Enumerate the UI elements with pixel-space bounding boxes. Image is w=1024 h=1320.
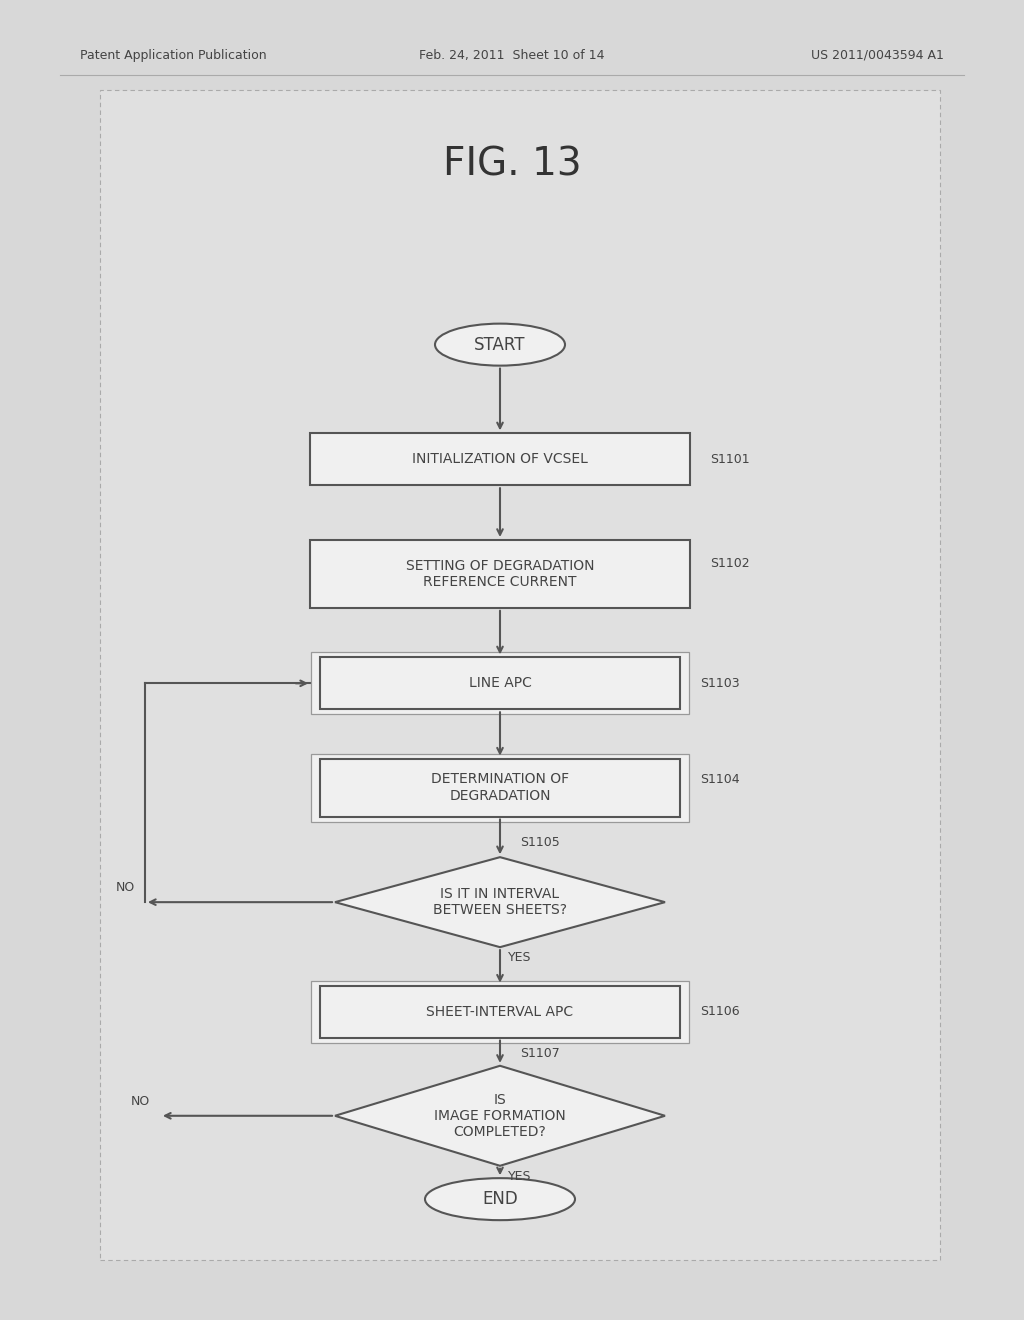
Text: DETERMINATION OF
DEGRADATION: DETERMINATION OF DEGRADATION <box>431 772 569 803</box>
Polygon shape <box>335 857 665 948</box>
Polygon shape <box>335 1065 665 1166</box>
FancyBboxPatch shape <box>311 981 689 1043</box>
Text: SETTING OF DEGRADATION
REFERENCE CURRENT: SETTING OF DEGRADATION REFERENCE CURRENT <box>406 558 594 589</box>
FancyBboxPatch shape <box>310 433 690 486</box>
Text: S1104: S1104 <box>700 774 739 785</box>
Text: YES: YES <box>508 1170 531 1183</box>
Text: INITIALIZATION OF VCSEL: INITIALIZATION OF VCSEL <box>412 453 588 466</box>
Text: SHEET-INTERVAL APC: SHEET-INTERVAL APC <box>426 1005 573 1019</box>
FancyBboxPatch shape <box>319 759 680 817</box>
FancyBboxPatch shape <box>311 754 689 821</box>
Text: Feb. 24, 2011  Sheet 10 of 14: Feb. 24, 2011 Sheet 10 of 14 <box>419 49 605 62</box>
Text: S1103: S1103 <box>700 677 739 690</box>
Ellipse shape <box>425 1179 575 1220</box>
Text: US 2011/0043594 A1: US 2011/0043594 A1 <box>811 49 944 62</box>
Text: Patent Application Publication: Patent Application Publication <box>80 49 266 62</box>
FancyBboxPatch shape <box>319 986 680 1038</box>
Text: IS IT IN INTERVAL
BETWEEN SHEETS?: IS IT IN INTERVAL BETWEEN SHEETS? <box>433 887 567 917</box>
Text: YES: YES <box>508 952 531 964</box>
Text: S1107: S1107 <box>520 1047 560 1060</box>
Text: IS
IMAGE FORMATION
COMPLETED?: IS IMAGE FORMATION COMPLETED? <box>434 1093 566 1139</box>
FancyBboxPatch shape <box>311 652 689 714</box>
Text: NO: NO <box>131 1094 150 1107</box>
FancyBboxPatch shape <box>319 657 680 709</box>
Text: S1101: S1101 <box>710 453 750 466</box>
Text: FIG. 13: FIG. 13 <box>442 147 582 183</box>
Text: START: START <box>474 335 525 354</box>
Ellipse shape <box>435 323 565 366</box>
Text: S1105: S1105 <box>520 836 560 849</box>
Text: LINE APC: LINE APC <box>469 676 531 690</box>
Text: S1102: S1102 <box>710 557 750 570</box>
FancyBboxPatch shape <box>310 540 690 609</box>
FancyBboxPatch shape <box>100 90 940 1261</box>
Text: S1106: S1106 <box>700 1005 739 1018</box>
Text: END: END <box>482 1191 518 1208</box>
Text: NO: NO <box>116 882 135 894</box>
